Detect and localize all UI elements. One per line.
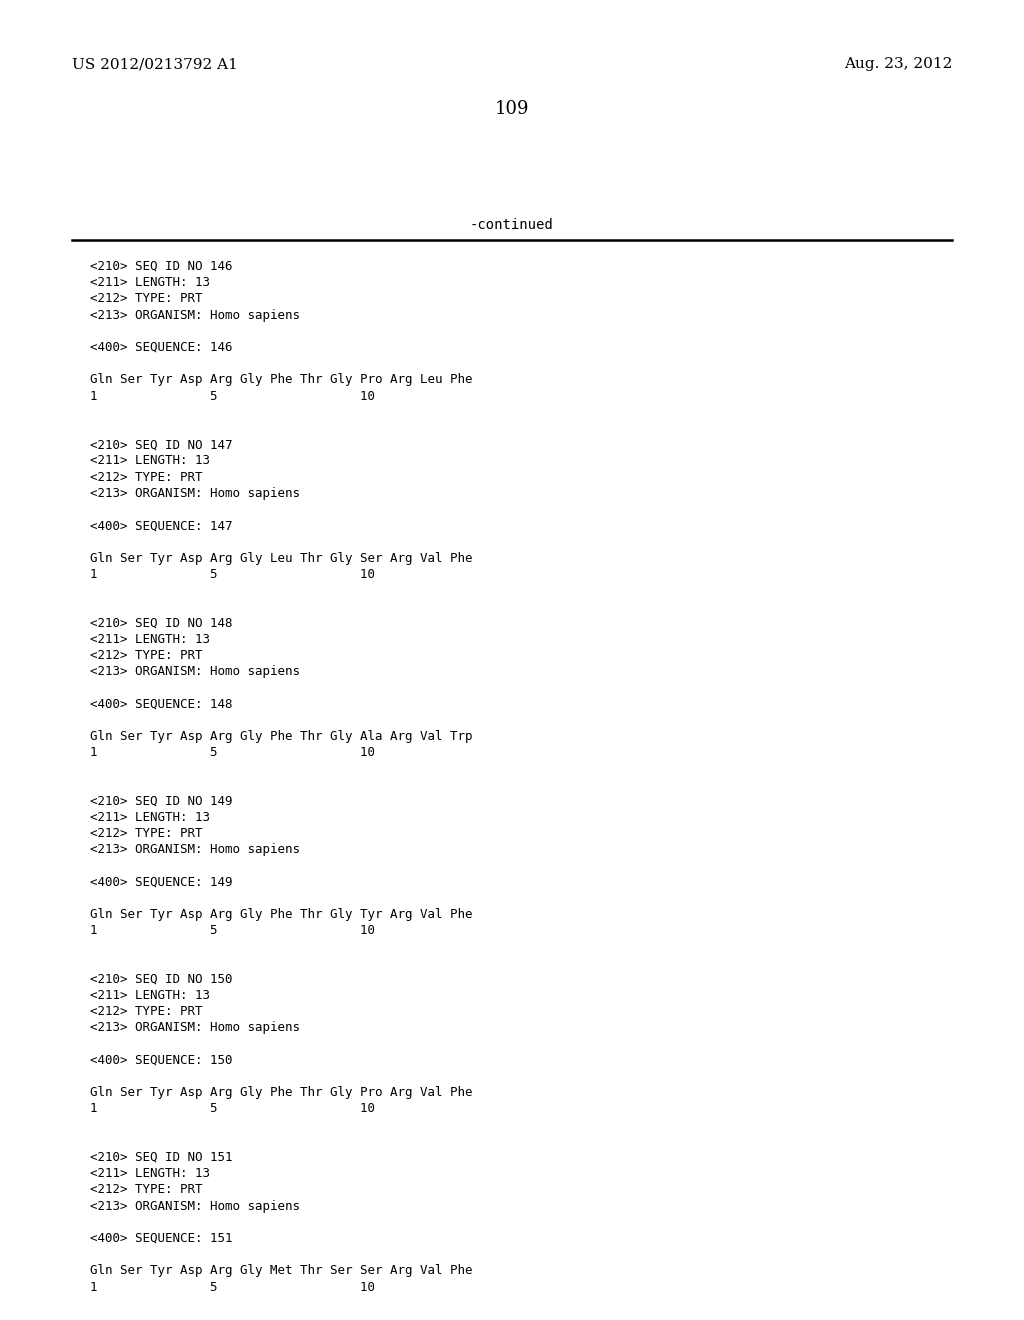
Text: <213> ORGANISM: Homo sapiens: <213> ORGANISM: Homo sapiens bbox=[90, 487, 300, 500]
Text: Gln Ser Tyr Asp Arg Gly Phe Thr Gly Pro Arg Val Phe: Gln Ser Tyr Asp Arg Gly Phe Thr Gly Pro … bbox=[90, 1086, 472, 1100]
Text: <213> ORGANISM: Homo sapiens: <213> ORGANISM: Homo sapiens bbox=[90, 1200, 300, 1213]
Text: <211> LENGTH: 13: <211> LENGTH: 13 bbox=[90, 454, 210, 467]
Text: <212> TYPE: PRT: <212> TYPE: PRT bbox=[90, 828, 203, 840]
Text: Gln Ser Tyr Asp Arg Gly Met Thr Ser Ser Arg Val Phe: Gln Ser Tyr Asp Arg Gly Met Thr Ser Ser … bbox=[90, 1265, 472, 1278]
Text: US 2012/0213792 A1: US 2012/0213792 A1 bbox=[72, 57, 238, 71]
Text: <400> SEQUENCE: 147: <400> SEQUENCE: 147 bbox=[90, 519, 232, 532]
Text: <210> SEQ ID NO 146: <210> SEQ ID NO 146 bbox=[90, 260, 232, 273]
Text: <212> TYPE: PRT: <212> TYPE: PRT bbox=[90, 471, 203, 483]
Text: <210> SEQ ID NO 149: <210> SEQ ID NO 149 bbox=[90, 795, 232, 808]
Text: <212> TYPE: PRT: <212> TYPE: PRT bbox=[90, 1184, 203, 1196]
Text: 1               5                   10: 1 5 10 bbox=[90, 568, 375, 581]
Text: <211> LENGTH: 13: <211> LENGTH: 13 bbox=[90, 276, 210, 289]
Text: -continued: -continued bbox=[470, 218, 554, 232]
Text: <213> ORGANISM: Homo sapiens: <213> ORGANISM: Homo sapiens bbox=[90, 665, 300, 678]
Text: <400> SEQUENCE: 149: <400> SEQUENCE: 149 bbox=[90, 875, 232, 888]
Text: 1               5                   10: 1 5 10 bbox=[90, 1102, 375, 1115]
Text: <210> SEQ ID NO 147: <210> SEQ ID NO 147 bbox=[90, 438, 232, 451]
Text: Gln Ser Tyr Asp Arg Gly Phe Thr Gly Pro Arg Leu Phe: Gln Ser Tyr Asp Arg Gly Phe Thr Gly Pro … bbox=[90, 374, 472, 387]
Text: <211> LENGTH: 13: <211> LENGTH: 13 bbox=[90, 810, 210, 824]
Text: <400> SEQUENCE: 151: <400> SEQUENCE: 151 bbox=[90, 1232, 232, 1245]
Text: <213> ORGANISM: Homo sapiens: <213> ORGANISM: Homo sapiens bbox=[90, 843, 300, 857]
Text: <211> LENGTH: 13: <211> LENGTH: 13 bbox=[90, 632, 210, 645]
Text: Aug. 23, 2012: Aug. 23, 2012 bbox=[844, 57, 952, 71]
Text: Gln Ser Tyr Asp Arg Gly Leu Thr Gly Ser Arg Val Phe: Gln Ser Tyr Asp Arg Gly Leu Thr Gly Ser … bbox=[90, 552, 472, 565]
Text: <211> LENGTH: 13: <211> LENGTH: 13 bbox=[90, 989, 210, 1002]
Text: <210> SEQ ID NO 151: <210> SEQ ID NO 151 bbox=[90, 1151, 232, 1164]
Text: 1               5                   10: 1 5 10 bbox=[90, 1280, 375, 1294]
Text: Gln Ser Tyr Asp Arg Gly Phe Thr Gly Ala Arg Val Trp: Gln Ser Tyr Asp Arg Gly Phe Thr Gly Ala … bbox=[90, 730, 472, 743]
Text: <212> TYPE: PRT: <212> TYPE: PRT bbox=[90, 1006, 203, 1018]
Text: <212> TYPE: PRT: <212> TYPE: PRT bbox=[90, 293, 203, 305]
Text: <213> ORGANISM: Homo sapiens: <213> ORGANISM: Homo sapiens bbox=[90, 309, 300, 322]
Text: Gln Ser Tyr Asp Arg Gly Phe Thr Gly Tyr Arg Val Phe: Gln Ser Tyr Asp Arg Gly Phe Thr Gly Tyr … bbox=[90, 908, 472, 921]
Text: 109: 109 bbox=[495, 100, 529, 117]
Text: 1               5                   10: 1 5 10 bbox=[90, 924, 375, 937]
Text: 1               5                   10: 1 5 10 bbox=[90, 389, 375, 403]
Text: <213> ORGANISM: Homo sapiens: <213> ORGANISM: Homo sapiens bbox=[90, 1022, 300, 1035]
Text: 1               5                   10: 1 5 10 bbox=[90, 746, 375, 759]
Text: <400> SEQUENCE: 148: <400> SEQUENCE: 148 bbox=[90, 697, 232, 710]
Text: <400> SEQUENCE: 150: <400> SEQUENCE: 150 bbox=[90, 1053, 232, 1067]
Text: <211> LENGTH: 13: <211> LENGTH: 13 bbox=[90, 1167, 210, 1180]
Text: <400> SEQUENCE: 146: <400> SEQUENCE: 146 bbox=[90, 341, 232, 354]
Text: <212> TYPE: PRT: <212> TYPE: PRT bbox=[90, 649, 203, 661]
Text: <210> SEQ ID NO 148: <210> SEQ ID NO 148 bbox=[90, 616, 232, 630]
Text: <210> SEQ ID NO 150: <210> SEQ ID NO 150 bbox=[90, 973, 232, 986]
